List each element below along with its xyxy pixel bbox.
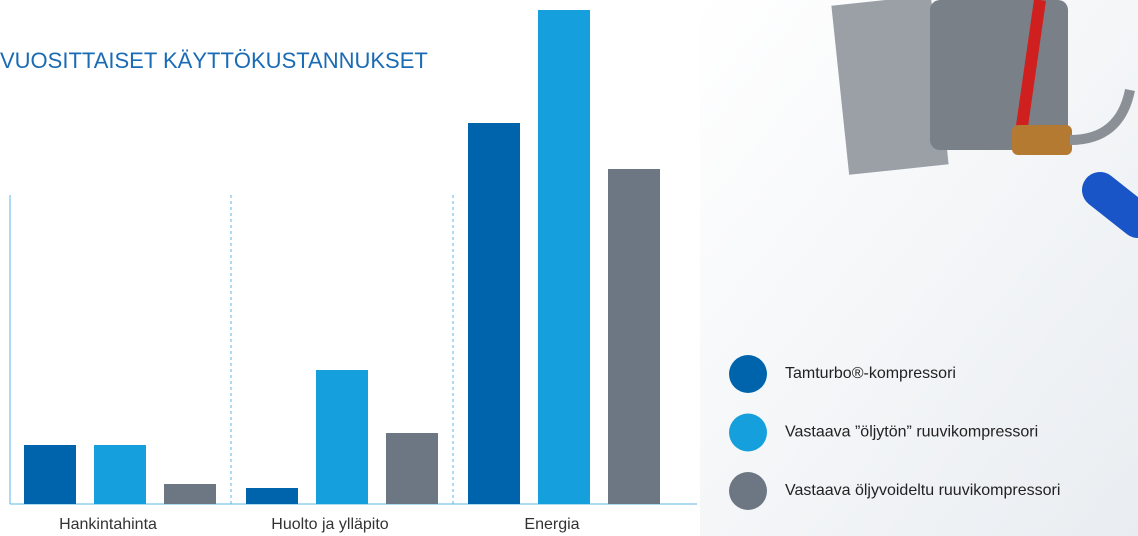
legend-marker xyxy=(729,472,767,510)
legend-label: Tamturbo®-kompressori xyxy=(785,365,956,382)
chart-title: VUOSITTAISET KÄYTTÖKUSTANNUKSET xyxy=(0,48,428,73)
bar xyxy=(468,123,520,504)
bar xyxy=(316,370,368,504)
legend-marker xyxy=(729,355,767,393)
bar xyxy=(386,433,438,504)
x-tick-label: Energia xyxy=(524,516,579,533)
legend-label: Vastaava öljyvoideltu ruuvikompressori xyxy=(785,482,1060,499)
x-tick-label: Huolto ja ylläpito xyxy=(271,516,389,533)
bar xyxy=(24,445,76,504)
legend-marker xyxy=(729,413,767,452)
bar xyxy=(94,445,146,504)
bar xyxy=(608,169,660,504)
x-tick-label: Hankintahinta xyxy=(59,516,157,533)
compressor-illustration xyxy=(831,0,1138,238)
bar xyxy=(538,10,590,504)
bar xyxy=(246,488,298,504)
legend-label: Vastaava ”öljytön” ruuvikompressori xyxy=(785,424,1038,441)
bar xyxy=(164,484,216,504)
